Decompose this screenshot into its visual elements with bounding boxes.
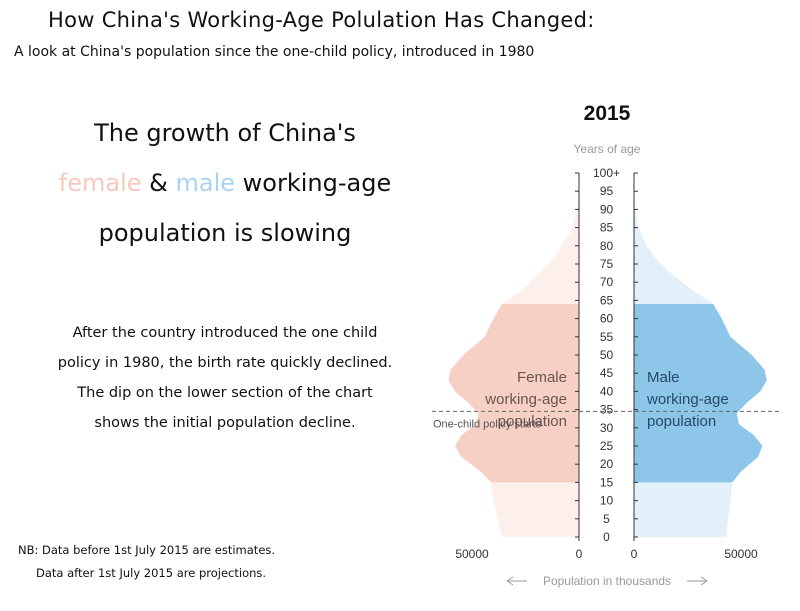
x-axis-label: Population in thousands bbox=[543, 574, 671, 588]
age-tick-label: 35 bbox=[600, 403, 614, 417]
age-tick-label: 55 bbox=[600, 330, 614, 344]
headline-male-word: male bbox=[175, 169, 236, 197]
age-tick-label: 90 bbox=[600, 202, 614, 216]
female-series-label: working-age bbox=[484, 391, 567, 408]
note-projections: Data after 1st July 2015 are projections… bbox=[36, 566, 267, 580]
female-working-age-area bbox=[448, 304, 579, 483]
headline-amp: & bbox=[141, 169, 176, 197]
age-tick-label: 50 bbox=[600, 348, 614, 362]
male-working-age-area bbox=[634, 304, 767, 483]
x-axis-arrow-right-head bbox=[700, 576, 708, 586]
explanation-line-2: policy in 1980, the birth rate quickly d… bbox=[57, 355, 393, 371]
headline-line-3: population is slowing bbox=[98, 219, 352, 247]
age-tick-label: 60 bbox=[600, 312, 614, 326]
chart-title: 2015 bbox=[584, 102, 631, 125]
explanation-line-3: The dip on the lower section of the char… bbox=[77, 385, 373, 401]
page-subtitle: A look at China's population since the o… bbox=[14, 44, 535, 60]
age-tick-label: 25 bbox=[600, 439, 614, 453]
age-tick-label: 65 bbox=[600, 293, 614, 307]
age-tick-label: 0 bbox=[603, 530, 610, 544]
age-tick-label: 75 bbox=[600, 257, 614, 271]
age-tick-label: 10 bbox=[600, 494, 614, 508]
age-tick-label: 30 bbox=[600, 421, 614, 435]
note-estimates: NB: Data before 1st July 2015 are estima… bbox=[18, 543, 276, 557]
age-tick-label: 20 bbox=[600, 457, 614, 471]
age-tick-label: 45 bbox=[600, 366, 614, 380]
age-tick-label: 95 bbox=[600, 184, 614, 198]
page-title: How China's Working-Age Polulation Has C… bbox=[48, 8, 595, 32]
age-tick-label: 80 bbox=[600, 239, 614, 253]
headline-line-1: The growth of China's bbox=[94, 119, 356, 147]
x-tick-label: 0 bbox=[576, 547, 583, 561]
one-child-policy-label: One-child policy starts bbox=[433, 418, 542, 430]
x-tick-label: 0 bbox=[631, 547, 638, 561]
headline-female-word: female bbox=[58, 169, 142, 197]
age-tick-label: 85 bbox=[600, 221, 614, 235]
age-tick-label: 70 bbox=[600, 275, 614, 289]
male-series-label: Male bbox=[647, 369, 680, 386]
age-tick-label: 40 bbox=[600, 384, 614, 398]
male-series-label: working-age bbox=[646, 391, 729, 408]
headline-line-2-rest: working-age bbox=[235, 169, 392, 197]
explanation-text: After the country introduced the one chi… bbox=[30, 318, 420, 438]
age-tick-label: 5 bbox=[603, 512, 610, 526]
x-axis-arrow-left-head bbox=[506, 576, 514, 586]
female-series-label: population bbox=[498, 413, 567, 430]
headline: The growth of China's female & male work… bbox=[30, 108, 420, 258]
explanation-line-4: shows the initial population decline. bbox=[94, 415, 356, 431]
female-series-label: Female bbox=[517, 369, 567, 386]
explanation-line-1: After the country introduced the one chi… bbox=[72, 325, 378, 341]
x-tick-label: 50000 bbox=[455, 547, 489, 561]
headline-line-2: female & male working-age bbox=[30, 158, 420, 208]
x-tick-label: 50000 bbox=[724, 547, 758, 561]
age-tick-label: 15 bbox=[600, 475, 614, 489]
age-tick-label: 100+ bbox=[593, 166, 620, 180]
y-axis-label: Years of age bbox=[574, 142, 641, 156]
male-series-label: population bbox=[647, 413, 716, 430]
